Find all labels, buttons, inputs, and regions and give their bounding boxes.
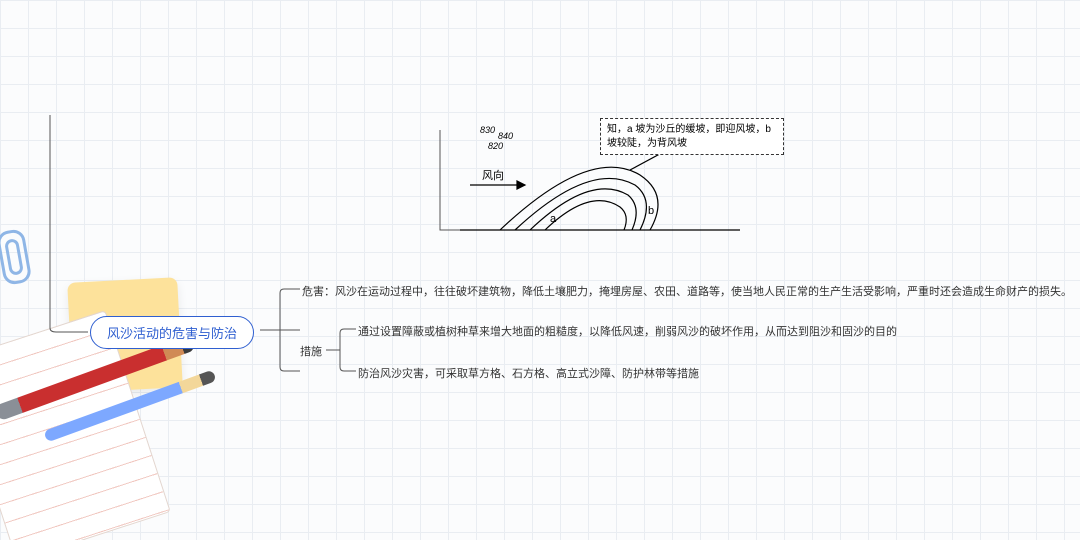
paper-clip (0, 228, 32, 286)
contour-820: 820 (488, 141, 503, 151)
danger-body: 风沙在运动过程中，往往破坏建筑物，降低土壤肥力，掩埋房屋、农田、道路等，使当地人… (335, 286, 1072, 298)
danger-text: 危害：风沙在运动过程中，往往破坏建筑物，降低土壤肥力，掩埋房屋、农田、道路等，使… (302, 283, 1072, 299)
contour-840: 840 (498, 131, 513, 141)
measure-2: 防治风沙灾害，可采取草方格、石方格、高立式沙障、防护林带等措施 (358, 365, 699, 381)
root-node: 风沙活动的危害与防治 (90, 316, 254, 349)
dune-annotation: 知，a 坡为沙丘的缓坡，即迎风坡，b 坡较陡，为背风坡 (600, 118, 784, 155)
measure-1: 通过设置障蔽或植树种草来增大地面的粗糙度，以降低风速，削弱风沙的破坏作用，从而达… (358, 323, 897, 339)
mark-b: b (648, 205, 654, 217)
danger-label: 危害： (302, 286, 335, 298)
mark-a: a (550, 213, 556, 225)
mindmap-connectors (0, 0, 1080, 540)
wind-label: 风向 (482, 167, 504, 183)
contour-830: 830 (480, 125, 495, 135)
measure-label: 措施 (300, 343, 322, 359)
